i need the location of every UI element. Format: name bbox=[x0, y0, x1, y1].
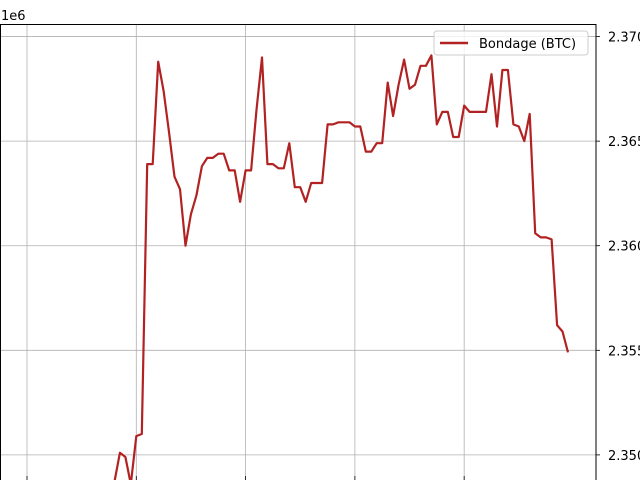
y-tick-label: 2.370 bbox=[608, 31, 640, 46]
y-tick-label: 2.350 bbox=[608, 449, 640, 464]
legend-label: Bondage (BTC) bbox=[479, 37, 576, 52]
series-layer bbox=[113, 54, 570, 480]
axes-layer: 2.350 2.355 2.360 2.365 2.370 bbox=[0, 24, 640, 480]
grid-layer bbox=[0, 24, 596, 480]
y-tick-label: 2.355 bbox=[608, 344, 640, 359]
y-offset-label: 1e6 bbox=[1, 9, 26, 24]
legend-box bbox=[433, 30, 589, 56]
y-tick-label: 2.365 bbox=[608, 135, 640, 150]
legend: Bondage (BTC) bbox=[433, 30, 589, 56]
series-line-bondage bbox=[113, 54, 570, 480]
y-tick-label: 2.360 bbox=[608, 240, 640, 255]
